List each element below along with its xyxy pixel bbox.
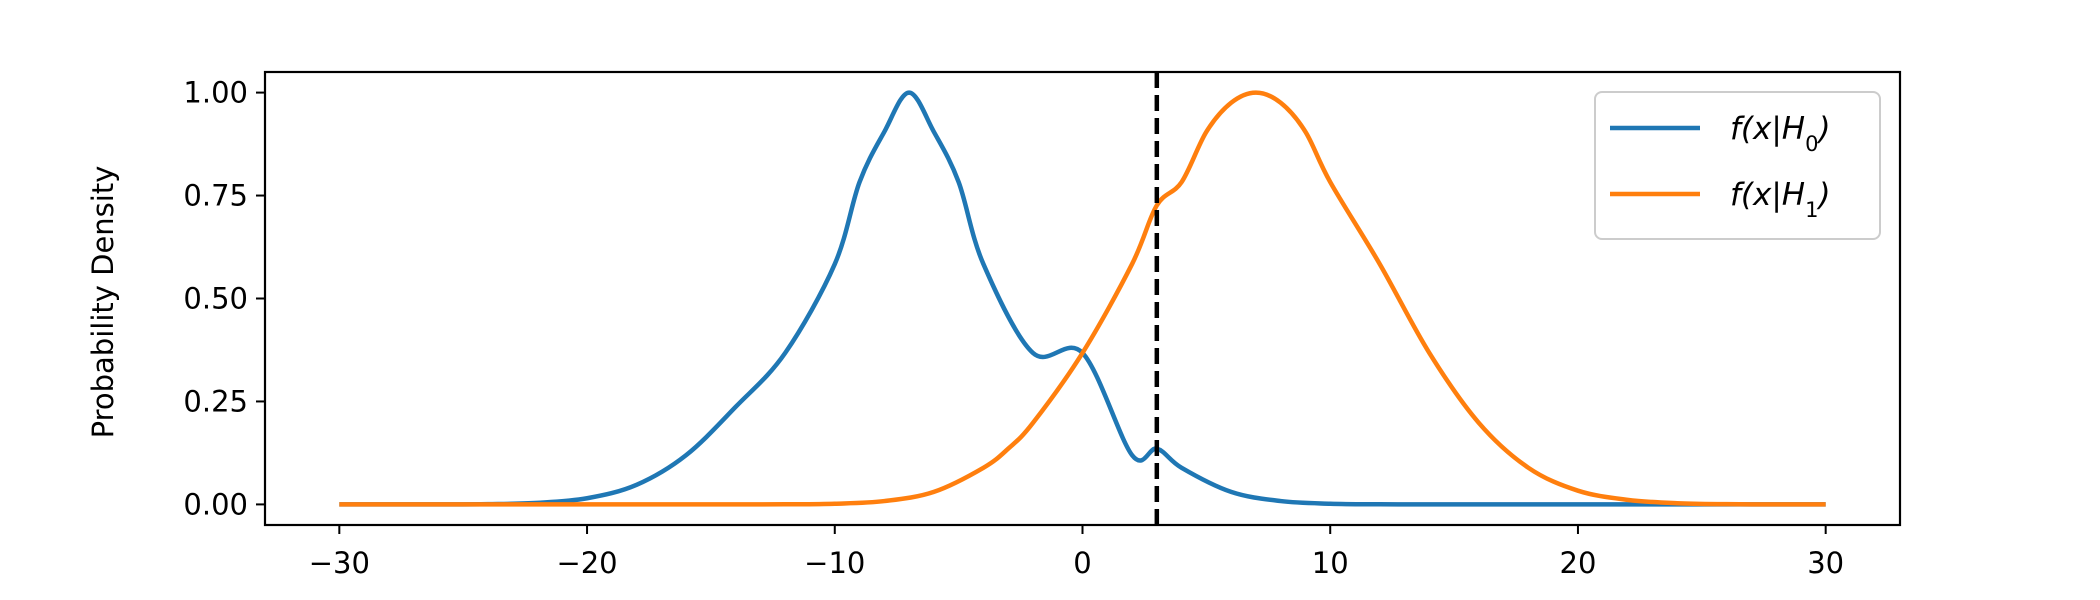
x-tick-label: −20 bbox=[556, 546, 617, 580]
x-tick-label: 30 bbox=[1807, 546, 1844, 580]
x-tick-label: −30 bbox=[309, 546, 370, 580]
x-tick-label: 20 bbox=[1560, 546, 1597, 580]
series-line-1 bbox=[339, 90, 1826, 507]
y-tick-label: 0.00 bbox=[183, 487, 248, 521]
series-line-0 bbox=[339, 90, 1826, 507]
y-tick-label: 0.50 bbox=[183, 282, 248, 316]
y-tick-label: 1.00 bbox=[183, 76, 248, 110]
y-tick-label: 0.25 bbox=[183, 384, 248, 418]
x-tick-label: −10 bbox=[804, 546, 865, 580]
legend: f(x|H0)f(x|H1) bbox=[1594, 91, 1881, 240]
x-tick-label: 0 bbox=[1073, 546, 1091, 580]
y-tick-label: 0.75 bbox=[183, 179, 248, 213]
y-axis-label: Probability Density bbox=[86, 166, 120, 439]
plot-area: −30 −20 −10 0 10 20 30 0.00 0.25 0.50 0.75 1.00 bbox=[183, 70, 1902, 580]
x-tick-label: 10 bbox=[1312, 546, 1349, 580]
